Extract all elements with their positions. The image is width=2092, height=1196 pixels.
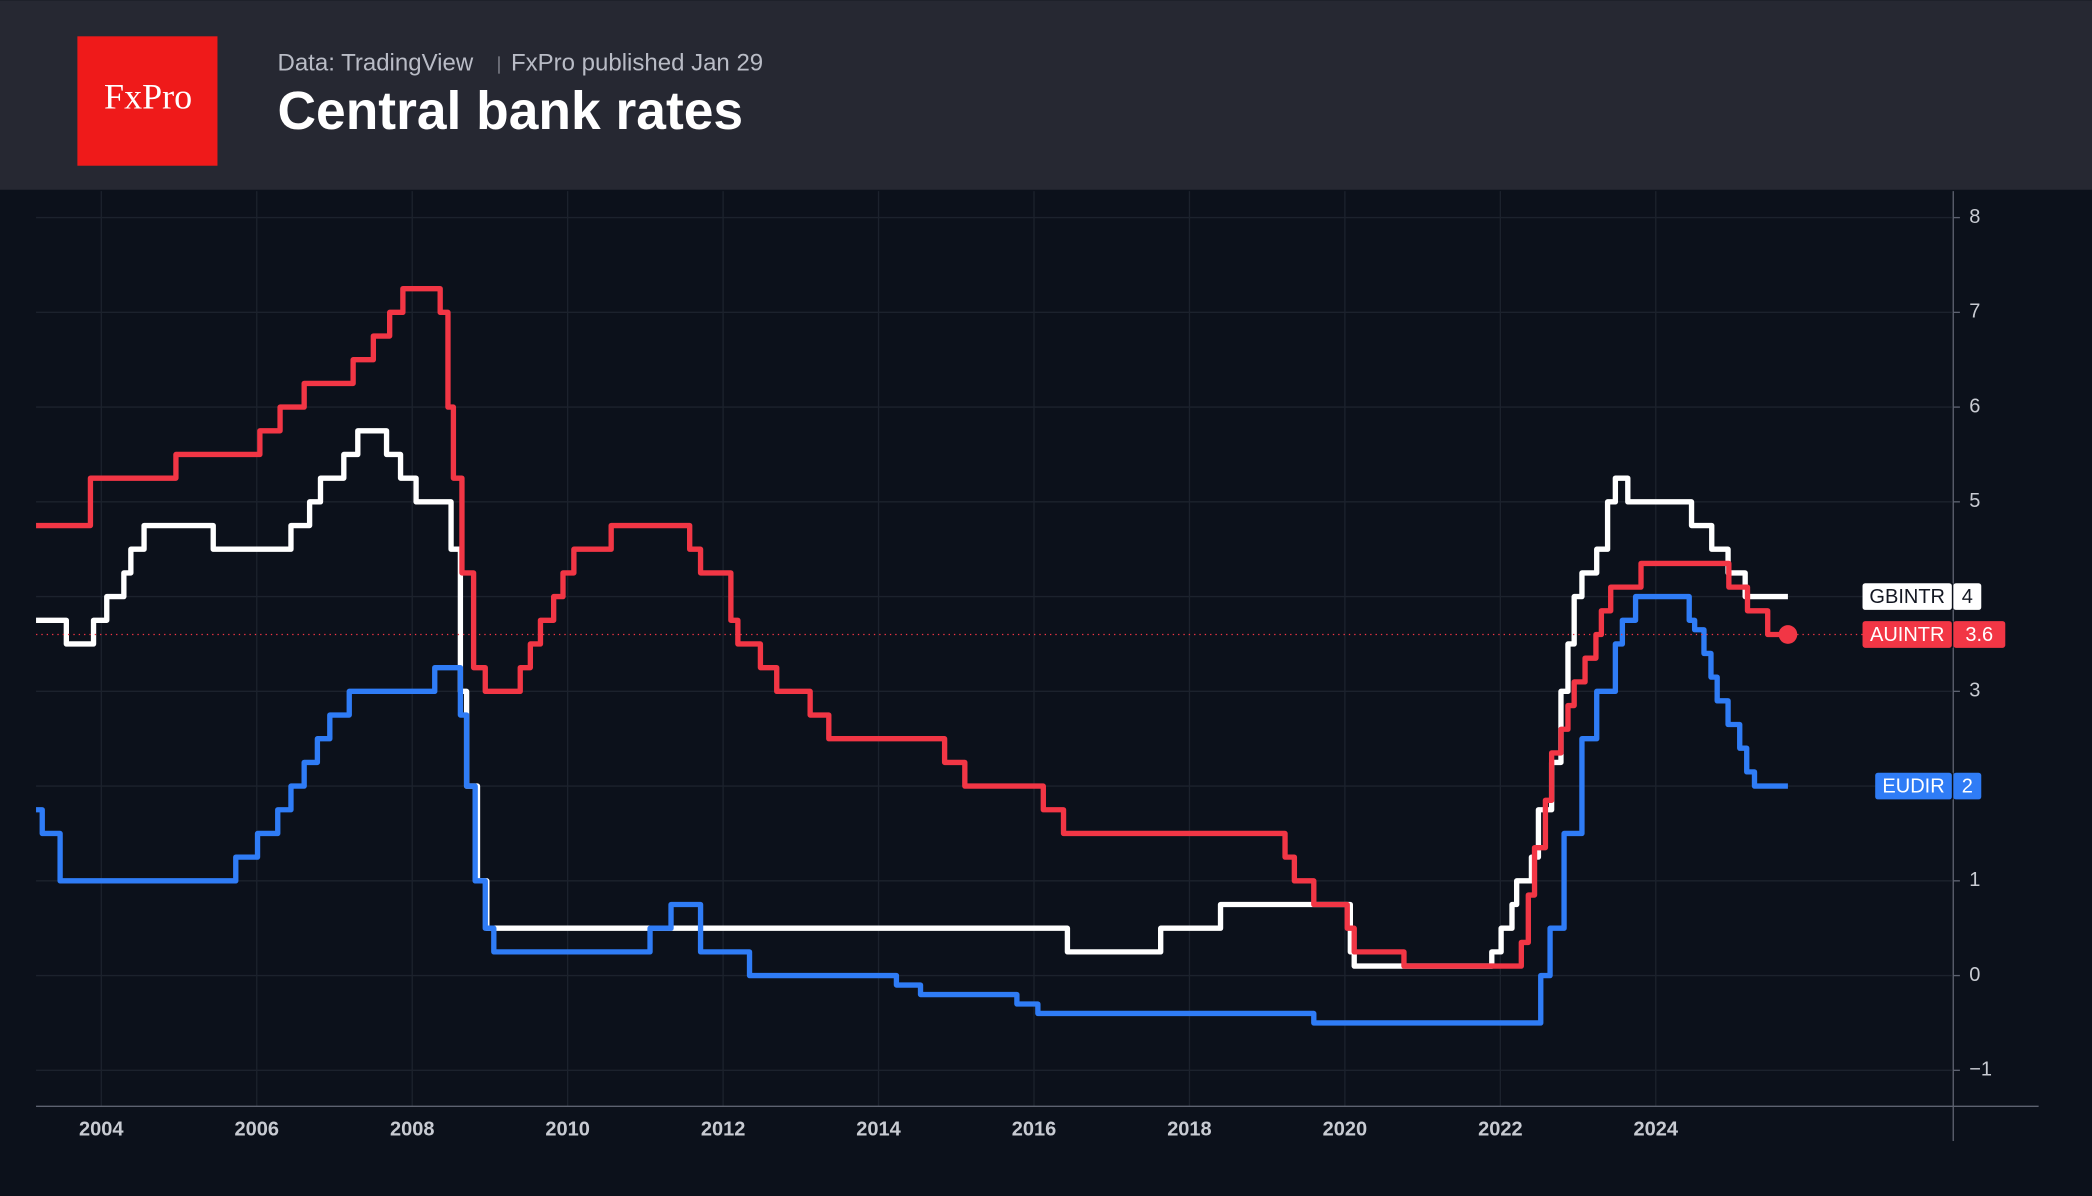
y-tick-label: 7 — [1969, 301, 1980, 323]
value-label: 2 — [1962, 776, 1973, 798]
end-dot — [1778, 625, 1798, 644]
y-tick-label: −1 — [1969, 1059, 1992, 1081]
legend-label: AUINTR — [1870, 624, 1944, 646]
x-tick-label: 2008 — [390, 1119, 435, 1141]
x-tick-label: 2012 — [701, 1119, 746, 1141]
tag-name-box — [1862, 621, 1952, 648]
y-tick-label: 5 — [1969, 490, 1980, 512]
legend-label: GBINTR — [1869, 586, 1945, 608]
x-tick-label: 2018 — [1167, 1119, 1211, 1141]
x-tick-label: 2006 — [235, 1119, 280, 1141]
publisher: FxPro published Jan 29 — [511, 50, 763, 77]
legend-label: EUDIR — [1882, 776, 1944, 798]
logo — [77, 36, 218, 166]
series-line — [36, 428, 1788, 969]
x-tick-label: 2020 — [1323, 1119, 1368, 1141]
y-tick-label: 8 — [1969, 206, 1980, 228]
x-tick-label: 2014 — [856, 1119, 901, 1141]
tag-value-box — [1953, 772, 1982, 800]
x-tick-label: 2004 — [79, 1119, 124, 1141]
value-label: 4 — [1962, 586, 1973, 608]
tag-name-box — [1875, 772, 1952, 800]
y-tick-label: 1 — [1969, 869, 1980, 891]
axis-labels: 8 7 6 5 4 3 2 1 0 −1 2004 2006 2008 2010 2012 2014 2016 2… — [79, 206, 1992, 1141]
plot-area — [36, 285, 1952, 1026]
series-line — [36, 593, 1788, 1026]
y-tick-label: 0 — [1969, 964, 1980, 986]
x-tick-label: 2024 — [1634, 1119, 1679, 1141]
tag-value-box — [1953, 621, 2006, 648]
tag-value-box — [1953, 583, 1982, 610]
y-tick-label: 3 — [1969, 680, 1980, 702]
tag-name-box — [1862, 583, 1952, 610]
source: Data: TradingView — [278, 50, 474, 77]
chart-title: Central bank rates — [278, 82, 744, 141]
logo-text: FxPro — [104, 77, 192, 117]
x-tick-label: 2022 — [1478, 1119, 1523, 1141]
x-tick-label: 2016 — [1012, 1119, 1057, 1141]
x-tick-label: 2010 — [545, 1119, 590, 1141]
y-tick-label: 6 — [1969, 395, 1980, 417]
header-bar — [0, 0, 2092, 190]
value-label: 3.6 — [1965, 624, 1993, 646]
series-line — [36, 285, 1788, 969]
